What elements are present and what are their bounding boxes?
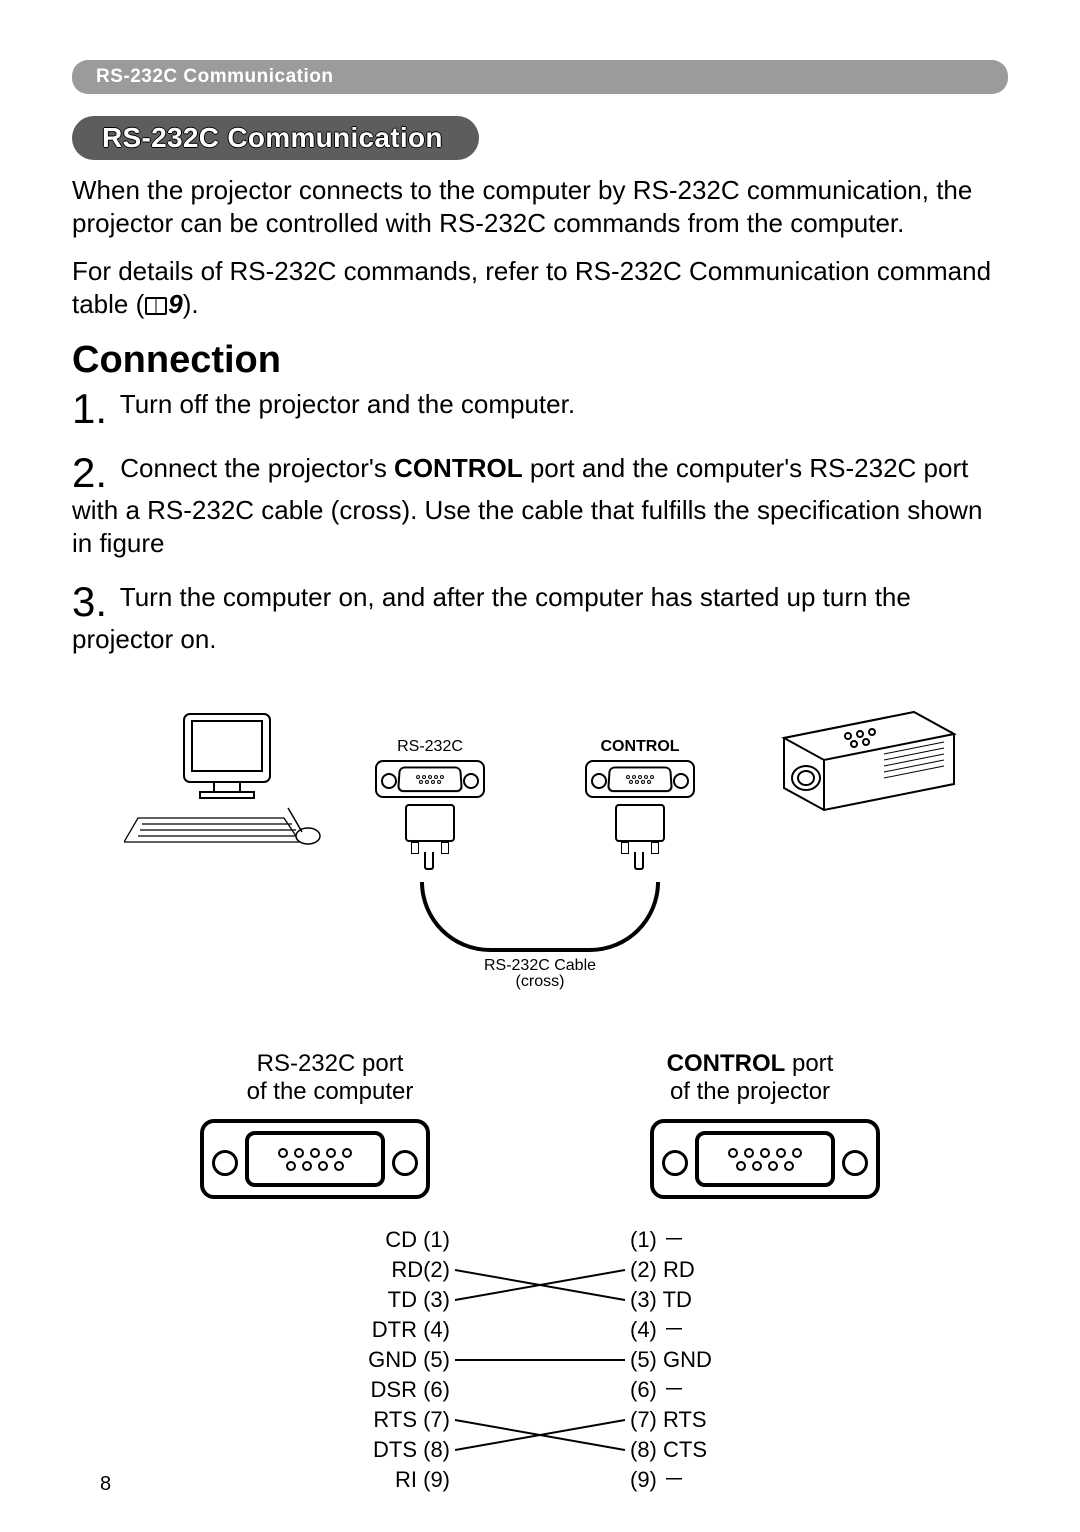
pin-right-row: (9) － (630, 1465, 750, 1495)
connection-heading: Connection (72, 339, 1008, 382)
pin-right-row: (4) － (630, 1315, 750, 1345)
intro-ref-num: 9 (168, 289, 182, 319)
pinout-left-h1: RS-232C port (257, 1050, 404, 1077)
computer-icon (124, 708, 324, 868)
cable-caption-l2: (cross) (516, 973, 565, 990)
pinout-section: RS-232C port of the computer CONTROL por… (200, 1050, 880, 1496)
intro-2a: For details of RS-232C commands, refer t… (72, 256, 991, 319)
pin-right-row: (8) CTS (630, 1435, 750, 1465)
pinout-right-h1-bold: CONTROL (667, 1050, 786, 1077)
computer-port: RS-232C (370, 738, 490, 868)
pinout-right-header: CONTROL port of the projector (620, 1050, 880, 1108)
pin-right-row: (7) RTS (630, 1405, 750, 1435)
pin-left-row: DTS (8) (330, 1435, 450, 1465)
breadcrumb: RS-232C Communication (72, 60, 1008, 94)
cable-caption: RS-232C Cable (cross) (160, 958, 920, 992)
pin-left-row: CD (1) (330, 1225, 450, 1255)
pin-right-row: (1) － (630, 1225, 750, 1255)
pin-wiring-svg (455, 1225, 625, 1495)
cable-connector-left-icon (405, 804, 455, 868)
projector-icon (764, 694, 964, 824)
book-icon (145, 297, 167, 315)
section-title-pill: RS-232C Communication (72, 116, 479, 160)
pinout-right-h2: of the projector (670, 1078, 830, 1105)
pinout-left-h2: of the computer (247, 1078, 414, 1105)
db9-projector-icon (585, 760, 695, 798)
pin-left-row: GND (5) (330, 1345, 450, 1375)
computer-port-label: RS-232C (370, 738, 490, 756)
step-2: 2. Connect the projector's CONTROL port … (72, 452, 1008, 559)
step-1: 1. Turn off the projector and the comput… (72, 388, 1008, 430)
pin-left-row: RI (9) (330, 1465, 450, 1495)
step-1-number: 1. (72, 388, 107, 430)
step-2-text: Connect the projector's CONTROL port and… (72, 453, 982, 558)
cable-arc-icon (420, 882, 660, 952)
pin-right-row: (2) RD (630, 1255, 750, 1285)
pin-table: CD (1)RD(2)TD (3)DTR (4)GND (5)DSR (6)RT… (200, 1225, 880, 1495)
projector-port-label: CONTROL (580, 738, 700, 756)
intro-paragraph-1: When the projector connects to the compu… (72, 174, 1008, 241)
pin-left-row: RTS (7) (330, 1405, 450, 1435)
step-2-number: 2. (72, 452, 107, 494)
pin-right-row: (5) GND (630, 1345, 750, 1375)
step-2-a: Connect the projector's (120, 453, 394, 483)
projector-port: CONTROL (580, 738, 700, 868)
pinout-right-h1-rest: port (785, 1050, 833, 1077)
steps-list: 1. Turn off the projector and the comput… (72, 388, 1008, 656)
pin-left-row: RD(2) (330, 1255, 450, 1285)
db9-big-projector-icon (650, 1119, 880, 1199)
page-number: 8 (100, 1473, 111, 1496)
pin-col-right: (1) －(2) RD(3) TD(4) －(5) GND(6) －(7) RT… (630, 1225, 750, 1495)
step-2-bold: CONTROL (394, 453, 523, 483)
intro-paragraph-2: For details of RS-232C commands, refer t… (72, 255, 1008, 322)
pin-right-row: (3) TD (630, 1285, 750, 1315)
step-1-text: Turn off the projector and the computer. (120, 389, 575, 419)
db9-big-computer-icon (200, 1119, 430, 1199)
step-3-text: Turn the computer on, and after the comp… (72, 582, 911, 654)
pin-right-row: (6) － (630, 1375, 750, 1405)
pin-left-row: TD (3) (330, 1285, 450, 1315)
pin-left-row: DTR (4) (330, 1315, 450, 1345)
intro-2b: ). (183, 289, 199, 319)
step-3: 3. Turn the computer on, and after the c… (72, 581, 1008, 656)
pin-col-left: CD (1)RD(2)TD (3)DTR (4)GND (5)DSR (6)RT… (330, 1225, 450, 1495)
cable-connector-right-icon (615, 804, 665, 868)
cable-caption-l1: RS-232C Cable (484, 957, 596, 974)
pin-left-row: DSR (6) (330, 1375, 450, 1405)
connection-diagram: RS-232C CONTROL (160, 700, 920, 1030)
db9-computer-icon (375, 760, 485, 798)
step-3-number: 3. (72, 581, 107, 623)
pinout-left-header: RS-232C port of the computer (200, 1050, 460, 1108)
